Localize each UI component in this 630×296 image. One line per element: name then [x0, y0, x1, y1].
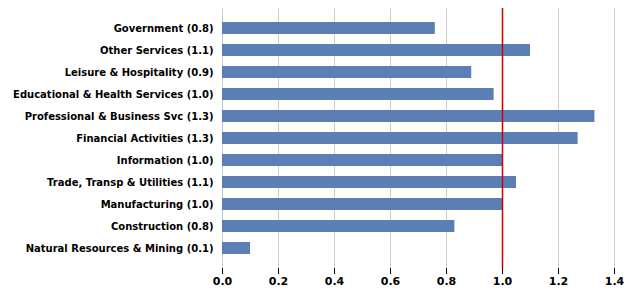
svg-text:0.2: 0.2: [269, 275, 289, 288]
svg-text:1.4: 1.4: [605, 275, 625, 288]
svg-text:Trade, Transp & Utilities (1.1: Trade, Transp & Utilities (1.1): [47, 177, 213, 188]
svg-text:0.0: 0.0: [213, 275, 233, 288]
svg-text:Professional & Business Svc (1: Professional & Business Svc (1.3): [25, 111, 214, 122]
svg-text:Financial Activities (1.3): Financial Activities (1.3): [76, 133, 213, 144]
svg-text:Construction (0.8): Construction (0.8): [111, 221, 214, 232]
svg-text:1.0: 1.0: [493, 275, 513, 288]
svg-text:0.6: 0.6: [381, 275, 401, 288]
svg-text:1.2: 1.2: [549, 275, 569, 288]
svg-text:Natural Resources & Mining (0.: Natural Resources & Mining (0.1): [26, 243, 214, 254]
svg-text:Other Services (1.1): Other Services (1.1): [100, 45, 213, 56]
svg-text:Manufacturing (1.0): Manufacturing (1.0): [101, 199, 214, 210]
svg-text:Leisure & Hospitality (0.9): Leisure & Hospitality (0.9): [65, 67, 214, 78]
svg-text:0.4: 0.4: [325, 275, 345, 288]
svg-text:Government (0.8): Government (0.8): [114, 23, 214, 34]
svg-text:Information (1.0): Information (1.0): [117, 155, 214, 166]
svg-text:0.8: 0.8: [437, 275, 457, 288]
svg-text:Educational & Health Services: Educational & Health Services (1.0): [13, 89, 213, 100]
